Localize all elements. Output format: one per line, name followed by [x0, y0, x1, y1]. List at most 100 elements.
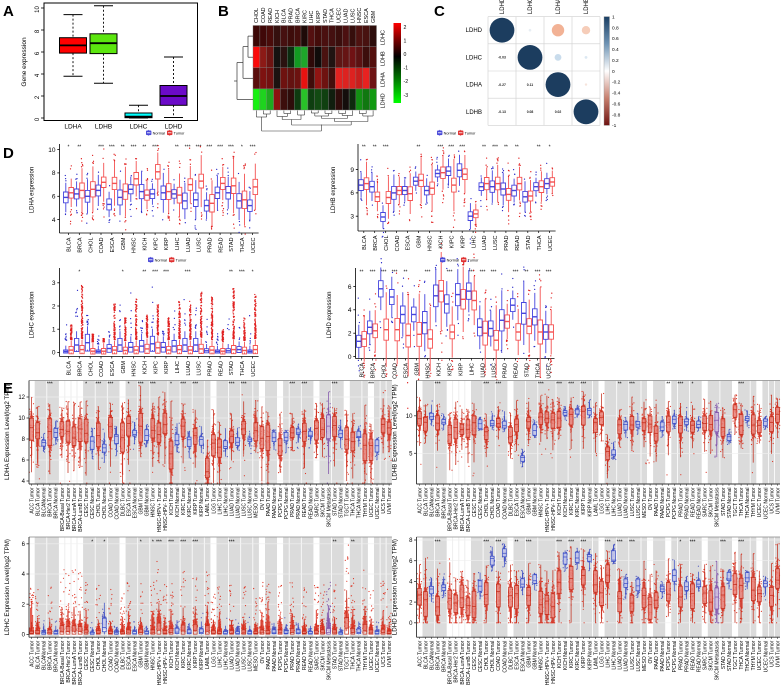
- svg-text:***: ***: [180, 382, 186, 388]
- svg-text:UCEC Tumor: UCEC Tumor: [369, 487, 375, 517]
- svg-text:LGG Tumor: LGG Tumor: [211, 640, 217, 666]
- svg-text:1: 1: [404, 38, 407, 44]
- svg-text:KIRC Normal: KIRC Normal: [575, 641, 581, 670]
- svg-text:LIHC Tumor: LIHC Tumor: [217, 640, 223, 667]
- svg-text:*: *: [241, 145, 243, 151]
- svg-text:HNSC Tumor: HNSC Tumor: [539, 640, 545, 670]
- svg-text:*: *: [692, 382, 694, 388]
- svg-text:**: **: [416, 145, 420, 151]
- svg-text:-0.27: -0.27: [498, 83, 506, 87]
- svg-text:LDHB: LDHB: [381, 51, 387, 66]
- svg-text:STAD Normal: STAD Normal: [339, 641, 345, 671]
- svg-text:READ Tumor: READ Tumor: [302, 640, 308, 670]
- svg-text:BLCA: BLCA: [67, 361, 73, 376]
- svg-text:LDHA: LDHA: [556, 0, 562, 14]
- svg-text:LIHC: LIHC: [175, 237, 181, 250]
- svg-text:10: 10: [18, 416, 25, 422]
- svg-text:PAAD Normal: PAAD Normal: [272, 641, 278, 672]
- svg-text:Tumor: Tumor: [468, 259, 480, 263]
- svg-text:0.4: 0.4: [612, 47, 619, 53]
- svg-text:**: **: [351, 540, 355, 546]
- svg-text:LIHC Normal: LIHC Normal: [612, 488, 618, 517]
- svg-text:B: B: [218, 3, 229, 20]
- svg-text:0: 0: [409, 621, 413, 627]
- svg-text:Normal: Normal: [444, 132, 456, 136]
- svg-text:BRCA-LumB Tumor: BRCA-LumB Tumor: [466, 640, 472, 685]
- svg-text:KIRC Tumor: KIRC Tumor: [569, 640, 575, 668]
- svg-text:STAD: STAD: [229, 237, 235, 251]
- svg-text:**: **: [360, 270, 364, 276]
- svg-text:READ Normal: READ Normal: [308, 641, 314, 672]
- svg-text:LIHC Tumor: LIHC Tumor: [606, 640, 612, 667]
- svg-text:PAAD Normal: PAAD Normal: [272, 488, 278, 519]
- svg-text:***: ***: [370, 270, 376, 276]
- svg-text:KIRP: KIRP: [164, 237, 170, 250]
- svg-text:***: ***: [150, 382, 156, 388]
- svg-text:**: **: [515, 540, 519, 546]
- svg-text:BLCANormal: BLCANormal: [429, 488, 435, 517]
- svg-text:BRCA-Her2 Tumor: BRCA-Her2 Tumor: [454, 487, 460, 529]
- svg-text:BLCA: BLCA: [67, 237, 73, 252]
- svg-text:CESC Normal: CESC Normal: [478, 488, 484, 519]
- svg-text:***: ***: [435, 540, 441, 546]
- svg-text:***: ***: [192, 382, 198, 388]
- svg-text:KICH: KICH: [143, 361, 149, 374]
- svg-text:CESC Normal: CESC Normal: [90, 641, 96, 672]
- svg-text:LUAD: LUAD: [343, 9, 349, 23]
- svg-text:COAD: COAD: [261, 7, 267, 23]
- svg-text:***: ***: [629, 382, 635, 388]
- svg-text:UCEC: UCEC: [337, 8, 343, 23]
- svg-text:C: C: [434, 3, 445, 20]
- svg-text:ESCA Tumor: ESCA Tumor: [514, 487, 520, 516]
- svg-text:1: 1: [612, 14, 615, 20]
- svg-text:LUSC Tumor: LUSC Tumor: [242, 487, 248, 516]
- svg-text:THCA: THCA: [240, 361, 246, 376]
- svg-text:LGG Tumor: LGG Tumor: [211, 487, 217, 513]
- svg-text:HNSC: HNSC: [357, 8, 363, 23]
- svg-text:***: ***: [480, 270, 486, 276]
- svg-text:COAD Normal: COAD Normal: [502, 641, 508, 673]
- svg-text:Tumor: Tumor: [176, 259, 188, 263]
- svg-text:SARC Tumor: SARC Tumor: [314, 487, 320, 517]
- svg-text:LDHB: LDHB: [95, 124, 112, 131]
- svg-text:UCEC Normal: UCEC Normal: [763, 488, 769, 520]
- svg-text:TGCT Tumor: TGCT Tumor: [345, 487, 351, 516]
- svg-text:5: 5: [409, 452, 413, 458]
- svg-text:DLBC Tumor: DLBC Tumor: [120, 640, 126, 669]
- svg-text:STAD: STAD: [323, 9, 329, 23]
- svg-text:2: 2: [52, 303, 56, 310]
- svg-text:KIRP: KIRP: [460, 235, 466, 248]
- svg-text:***: ***: [152, 145, 158, 151]
- svg-text:SARC Tumor: SARC Tumor: [703, 640, 709, 670]
- svg-text:ESCA Normal: ESCA Normal: [521, 488, 527, 519]
- svg-text:READ: READ: [268, 8, 274, 23]
- svg-text:STAD Normal: STAD Normal: [727, 641, 733, 671]
- svg-text:BRCA-Her2 Tumor: BRCA-Her2 Tumor: [66, 640, 72, 682]
- svg-text:KIRC: KIRC: [302, 10, 308, 23]
- svg-text:HNSC-HPV+ Tumor: HNSC-HPV+ Tumor: [157, 487, 163, 532]
- svg-text:***: ***: [629, 540, 635, 546]
- svg-text:LAML Tumor: LAML Tumor: [593, 487, 599, 516]
- svg-text:COAD: COAD: [395, 235, 401, 251]
- svg-text:Normal: Normal: [155, 259, 167, 263]
- svg-text:BLCANormal: BLCANormal: [42, 641, 48, 670]
- svg-text:SKCM Metastasis: SKCM Metastasis: [715, 640, 721, 680]
- svg-text:LDHC: LDHC: [381, 30, 387, 45]
- svg-text:A: A: [3, 3, 14, 20]
- svg-text:THYM Tumor: THYM Tumor: [751, 487, 757, 517]
- svg-text:ESCA Tumor: ESCA Tumor: [127, 640, 133, 669]
- svg-text:HNSC Tumor: HNSC Tumor: [151, 487, 157, 517]
- svg-text:OV Tumor: OV Tumor: [260, 487, 266, 510]
- svg-text:*: *: [78, 270, 80, 276]
- svg-text:STAD Normal: STAD Normal: [727, 488, 733, 518]
- svg-text:BRCA: BRCA: [78, 361, 84, 377]
- svg-text:HNSC-HPV+ Tumor: HNSC-HPV+ Tumor: [545, 640, 551, 685]
- svg-text:UCEC Normal: UCEC Normal: [375, 641, 381, 673]
- svg-text:***: ***: [138, 382, 144, 388]
- svg-text:BRCA-Her2 Tumor: BRCA-Her2 Tumor: [66, 487, 72, 529]
- svg-text:***: ***: [332, 382, 338, 388]
- svg-text:*: *: [252, 270, 254, 276]
- svg-text:BRCA-Basal Tumor: BRCA-Basal Tumor: [60, 487, 66, 531]
- svg-text:12: 12: [18, 395, 25, 401]
- svg-text:ACC Tumor: ACC Tumor: [30, 640, 36, 666]
